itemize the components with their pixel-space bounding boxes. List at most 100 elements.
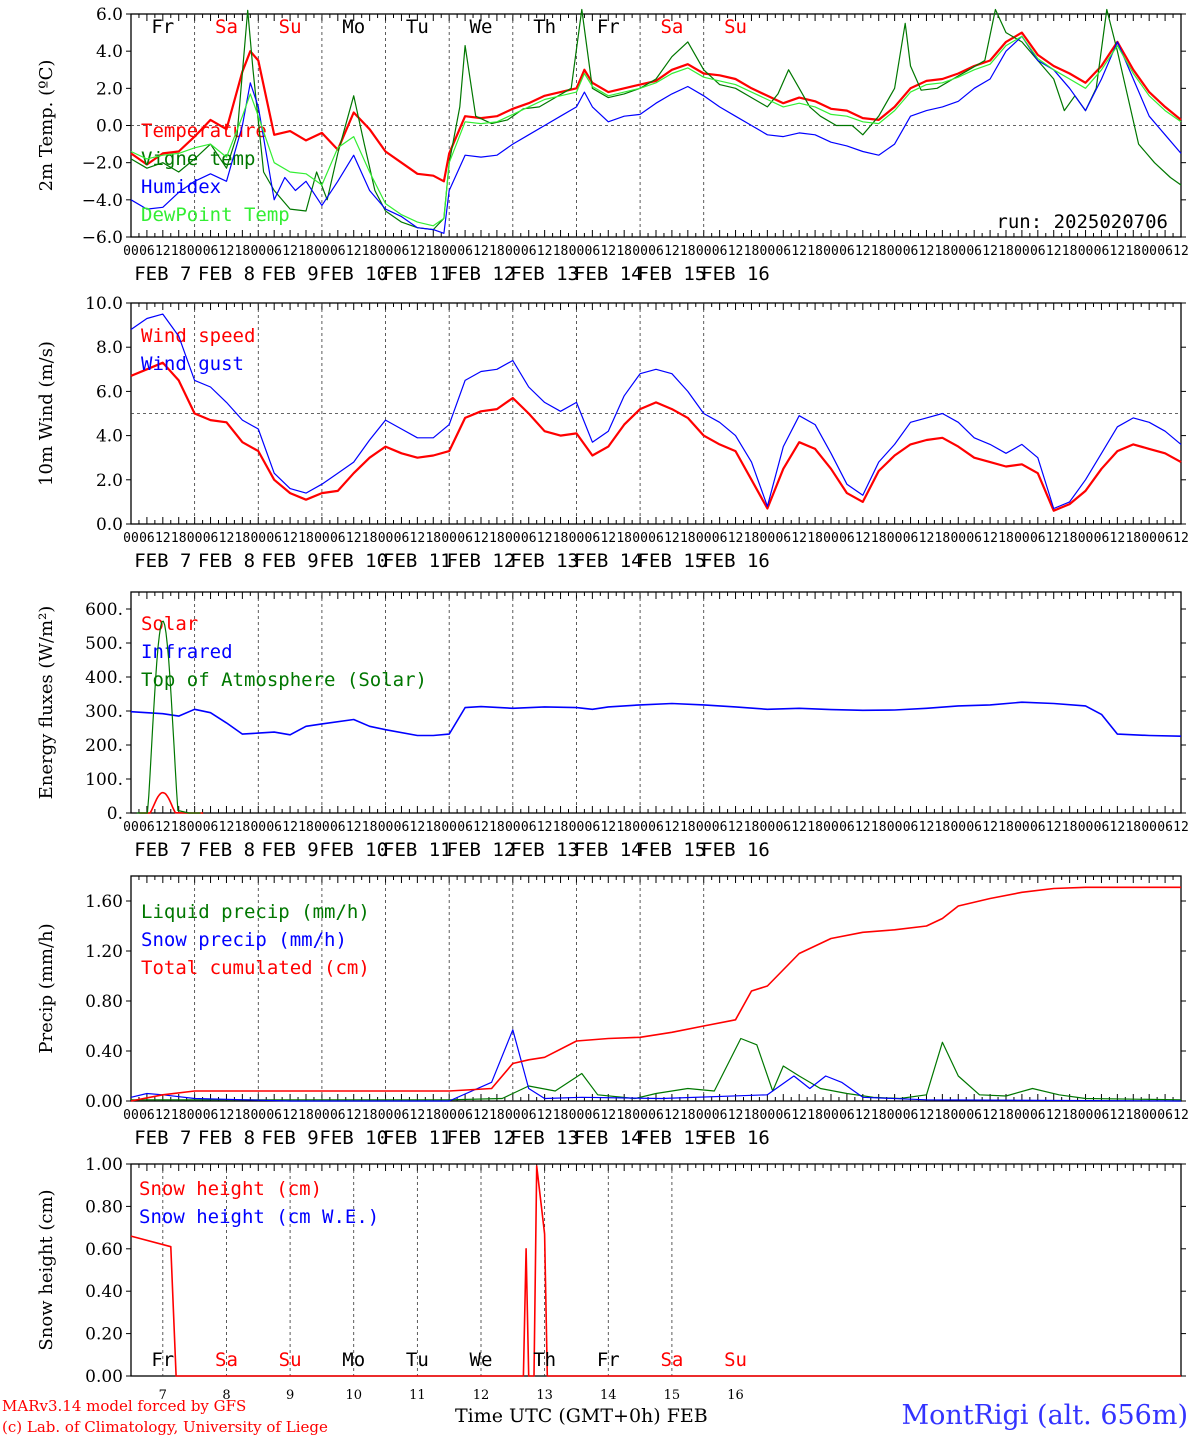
hour-tick-label: 06	[775, 531, 791, 546]
hour-tick-label: 06	[775, 820, 791, 835]
hour-tick-label: 12	[410, 820, 426, 835]
hour-tick-label: 12	[219, 244, 235, 259]
day-name: Sa	[660, 16, 683, 38]
hour-tick-label: 00	[696, 1108, 712, 1123]
hour-tick-label: 00	[1014, 531, 1030, 546]
hour-tick-label: 18	[489, 1108, 505, 1123]
hour-tick-label: 12	[791, 244, 807, 259]
hour-tick-label: 00	[505, 820, 521, 835]
date-label: FEB 14	[574, 263, 643, 285]
hour-tick-label: 00	[187, 1108, 203, 1123]
y-tick-label: 0.40	[85, 1042, 123, 1062]
hour-tick-label: 18	[1062, 1108, 1078, 1123]
hour-tick-label: 18	[425, 244, 441, 259]
date-label: FEB 15	[638, 263, 707, 285]
hour-tick-label: 06	[394, 531, 410, 546]
series-line-1	[130, 1029, 1182, 1102]
hour-tick-label: 06	[139, 820, 155, 835]
y-tick-label: 0.40	[85, 1282, 123, 1302]
hour-tick-label: 18	[425, 820, 441, 835]
hour-tick-label: 18	[235, 1108, 251, 1123]
hour-tick-label: 18	[935, 820, 951, 835]
y-tick-label: 1.20	[85, 942, 123, 962]
hour-tick-label: 06	[585, 531, 601, 546]
hour-tick-label: 12	[1173, 531, 1189, 546]
day-name: Su	[279, 16, 302, 38]
hour-tick-label: 00	[1014, 820, 1030, 835]
hour-tick-label: 00	[314, 820, 330, 835]
hour-tick-label: 12	[155, 820, 171, 835]
hour-tick-label: 06	[394, 244, 410, 259]
date-label: FEB 16	[701, 1127, 770, 1149]
date-label: FEB 12	[447, 263, 516, 285]
hour-tick-label: 00	[1141, 820, 1157, 835]
hour-tick-label: 12	[919, 820, 935, 835]
hour-tick-label: 00	[378, 820, 394, 835]
legend-entry: Snow height (cm W.E.)	[139, 1206, 379, 1228]
y-tick-label: 400.	[85, 668, 123, 688]
hour-tick-label: 00	[760, 1108, 776, 1123]
hour-tick-label: 12	[728, 244, 744, 259]
y-tick-label: 4.0	[96, 427, 123, 447]
hour-tick-label: 00	[314, 244, 330, 259]
hour-tick-label: 00	[441, 244, 457, 259]
hour-tick-label: 18	[298, 1108, 314, 1123]
hour-tick-label: 00	[505, 1108, 521, 1123]
day-name: Su	[724, 16, 747, 38]
hour-tick-label: 06	[1094, 1108, 1110, 1123]
hour-tick-label: 18	[553, 531, 569, 546]
hour-tick-label: 06	[394, 820, 410, 835]
hour-tick-label: 18	[298, 244, 314, 259]
hour-tick-label: 00	[632, 820, 648, 835]
hour-tick-label: 00	[823, 1108, 839, 1123]
hour-tick-label: 18	[744, 531, 760, 546]
day-name: Mo	[342, 1349, 365, 1371]
y-tick-label: 0.	[107, 804, 123, 824]
hour-tick-label: 06	[457, 820, 473, 835]
date-label: FEB 15	[638, 839, 707, 861]
hour-tick-label: 12	[410, 1108, 426, 1123]
hour-tick-label: 06	[839, 820, 855, 835]
day-name: We	[470, 16, 493, 38]
hour-tick-label: 00	[950, 244, 966, 259]
legend-entry: Humidex	[141, 176, 221, 198]
series-line-2	[130, 886, 1181, 1102]
hour-tick-label: 12	[728, 820, 744, 835]
hour-tick-label: 18	[744, 244, 760, 259]
date-label: FEB 7	[134, 263, 191, 285]
day-number: 16	[727, 1388, 744, 1403]
day-name: Sa	[215, 16, 238, 38]
hour-tick-label: 06	[839, 531, 855, 546]
y-tick-label: 1.00	[85, 1155, 123, 1175]
hour-tick-label: 00	[1141, 1108, 1157, 1123]
hour-tick-label: 12	[282, 820, 298, 835]
day-number: 10	[345, 1388, 362, 1403]
hour-tick-label: 12	[664, 820, 680, 835]
date-label: FEB 9	[261, 263, 318, 285]
legend-entry: Wind speed	[141, 325, 255, 347]
y-tick-label: 0.0	[96, 117, 123, 137]
hour-tick-label: 12	[982, 531, 998, 546]
hour-tick-label: 00	[378, 244, 394, 259]
hour-tick-label: 00	[1014, 1108, 1030, 1123]
date-label: FEB 12	[447, 1127, 516, 1149]
hour-tick-label: 18	[553, 820, 569, 835]
series-line-0	[139, 791, 204, 814]
hour-tick-label: 00	[1141, 244, 1157, 259]
series-line-0	[131, 1037, 1182, 1101]
day-name: Fr	[151, 16, 174, 38]
hour-tick-label: 06	[712, 820, 728, 835]
y-tick-label: 0.20	[85, 1325, 123, 1345]
hour-tick-label: 12	[791, 1108, 807, 1123]
hour-tick-label: 18	[171, 244, 187, 259]
hour-tick-label: 06	[966, 820, 982, 835]
hour-tick-label: 06	[839, 244, 855, 259]
hour-tick-label: 18	[298, 820, 314, 835]
legend-entry: Top of Atmosphere (Solar)	[141, 669, 427, 691]
y-tick-label: 600.	[85, 600, 123, 620]
date-label: FEB 11	[383, 839, 452, 861]
model-credit: MARv3.14 model forced by GFS	[2, 1397, 247, 1415]
hour-tick-label: 06	[266, 820, 282, 835]
y-tick-label: 2.0	[96, 79, 123, 99]
